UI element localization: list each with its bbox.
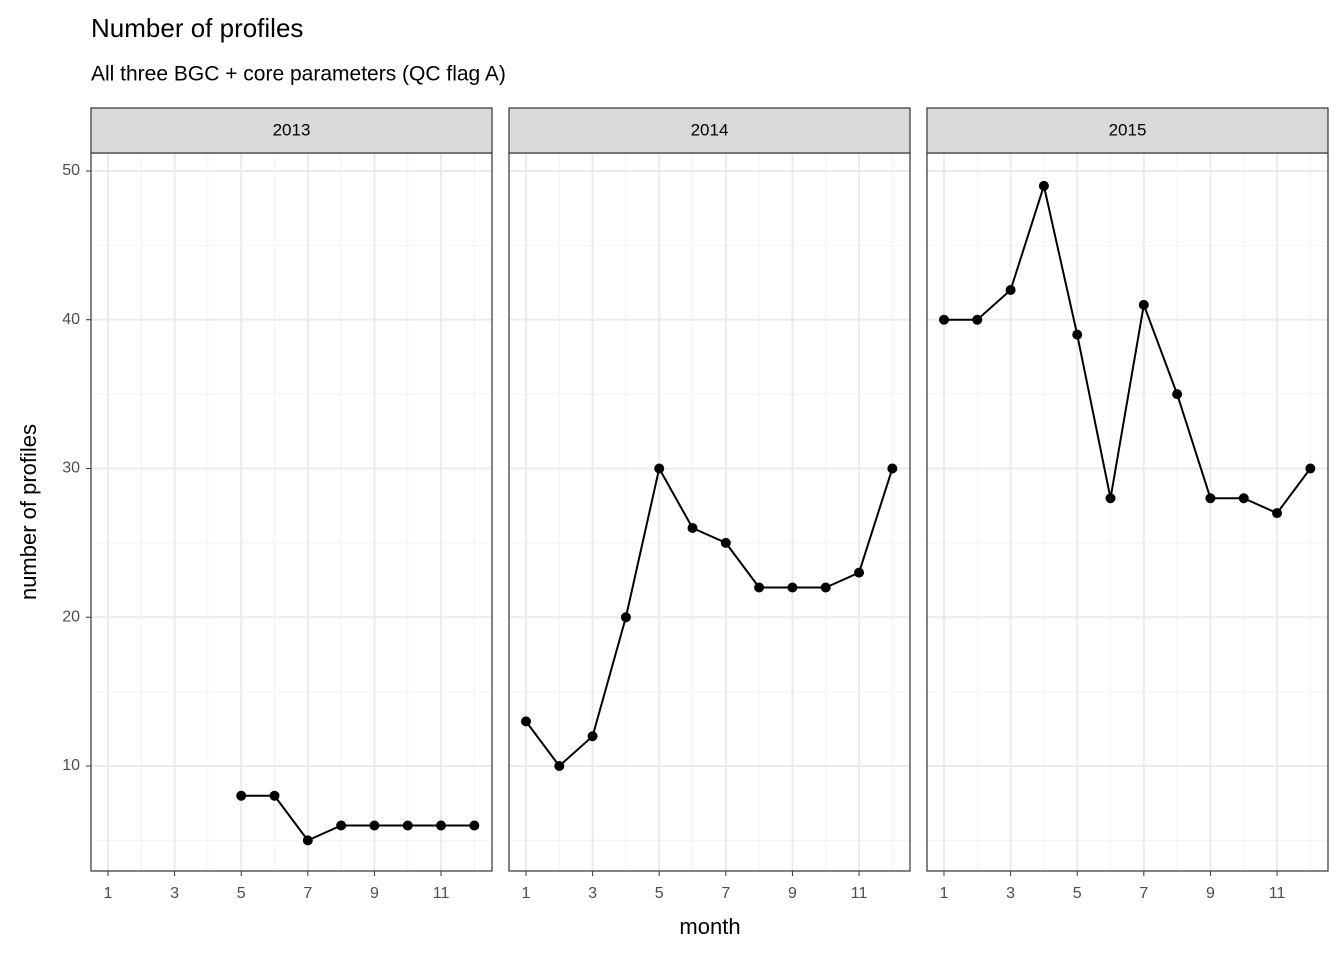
point <box>754 582 765 593</box>
x-tick-label: 5 <box>237 885 246 902</box>
point <box>1238 493 1249 504</box>
point <box>587 731 598 742</box>
point <box>1005 284 1016 295</box>
line <box>241 794 475 842</box>
y-tick-label: 30 <box>62 460 80 477</box>
x-tick-label: 11 <box>1269 885 1286 902</box>
point <box>1172 389 1183 400</box>
point <box>1305 463 1316 474</box>
point <box>1038 180 1049 191</box>
point <box>520 716 531 727</box>
point <box>1138 299 1149 310</box>
x-tick-label: 7 <box>1139 885 1148 902</box>
point <box>469 820 480 831</box>
strip <box>926 107 1329 154</box>
point <box>654 463 665 474</box>
point <box>1072 329 1083 340</box>
x-tick-label: 5 <box>655 885 664 902</box>
strip <box>90 107 493 154</box>
point <box>938 314 949 325</box>
point <box>369 820 380 831</box>
x-tick-label: 11 <box>433 885 450 902</box>
x-tick-label: 7 <box>303 885 312 902</box>
point <box>402 820 413 831</box>
x-tick-label: 1 <box>522 885 531 902</box>
point <box>336 820 347 831</box>
panel-background <box>91 153 492 871</box>
y-tick-label: 50 <box>62 162 80 179</box>
point <box>787 582 798 593</box>
point <box>620 612 631 623</box>
point <box>820 582 831 593</box>
point <box>554 760 565 771</box>
x-tick-label: 11 <box>851 885 868 902</box>
x-axis-label: month <box>679 914 740 939</box>
point <box>972 314 983 325</box>
y-tick-label: 20 <box>62 608 80 625</box>
chart-subtitle: All three BGC + core parameters (QC flag… <box>91 63 506 86</box>
strip <box>508 107 911 154</box>
point <box>302 835 313 846</box>
x-tick-label: 3 <box>170 885 179 902</box>
point <box>887 463 898 474</box>
chart-title: Number of profiles <box>91 13 303 43</box>
point <box>236 790 247 801</box>
x-tick-label: 7 <box>721 885 730 902</box>
point <box>854 567 865 578</box>
y-tick-label: 10 <box>62 757 80 774</box>
x-tick-label: 5 <box>1073 885 1082 902</box>
line <box>525 465 894 768</box>
point <box>1105 493 1116 504</box>
x-tick-label: 9 <box>1206 885 1215 902</box>
x-tick-label: 9 <box>788 885 797 902</box>
point <box>269 790 280 801</box>
strip-label: 2014 <box>691 120 729 139</box>
point <box>720 537 731 548</box>
line <box>943 182 1312 515</box>
point <box>1272 508 1283 519</box>
panel-background <box>927 153 1328 871</box>
point <box>1205 493 1216 504</box>
x-tick-label: 3 <box>1006 885 1015 902</box>
x-tick-label: 9 <box>370 885 379 902</box>
strip-label: 2015 <box>1109 120 1147 139</box>
y-tick-label: 40 <box>62 311 80 328</box>
x-tick-label: 1 <box>940 885 949 902</box>
x-tick-label: 3 <box>588 885 597 902</box>
x-tick-label: 1 <box>104 885 113 902</box>
strip-label: 2013 <box>273 120 311 139</box>
point <box>436 820 447 831</box>
y-axis-label: number of profiles <box>16 424 41 600</box>
panel-background <box>509 153 910 871</box>
point <box>687 522 698 533</box>
